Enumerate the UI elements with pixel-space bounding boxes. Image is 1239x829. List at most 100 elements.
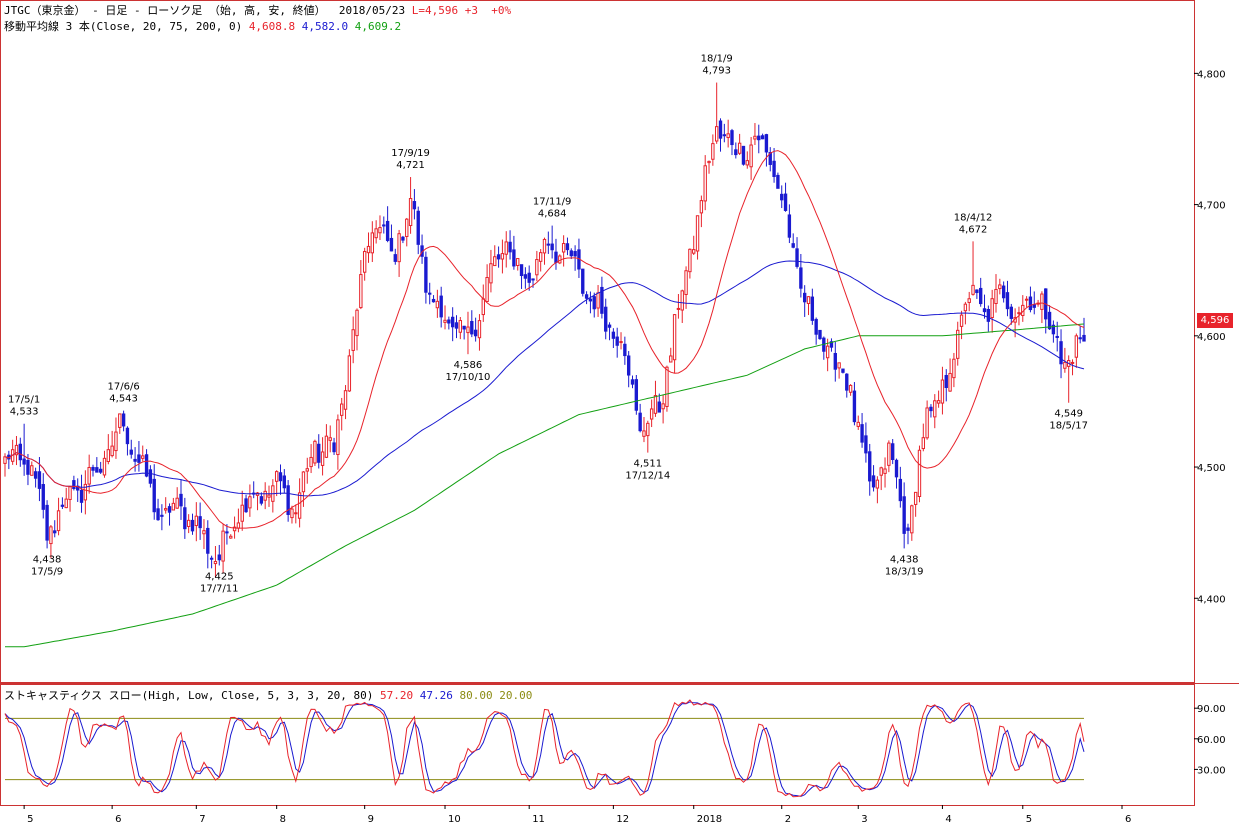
candle-body — [986, 308, 991, 322]
candle-body — [290, 508, 294, 519]
candle-body — [362, 251, 367, 273]
candle-body — [596, 292, 600, 309]
y-tick-label: 4,600 — [1197, 332, 1226, 343]
candle-body — [79, 489, 84, 503]
x-tick-label: 8 — [280, 814, 286, 825]
ma200-line — [5, 323, 1085, 648]
candle-body — [921, 437, 925, 450]
candle-body — [64, 498, 68, 509]
candle-body — [776, 174, 780, 189]
candle-body — [477, 320, 482, 339]
candle-body — [917, 449, 922, 497]
chart-style-label: ローソク足 （始, 高, 安, 終値） — [147, 4, 326, 17]
x-tick-label: 6 — [115, 814, 121, 825]
candle-body — [642, 430, 646, 437]
candle-body — [519, 264, 524, 277]
candle-body — [745, 160, 749, 166]
candle-body — [852, 390, 857, 423]
candle-body — [902, 496, 906, 534]
high-date-label: 17/9/19 — [391, 148, 430, 159]
candle-body — [772, 160, 776, 177]
candle-body — [967, 298, 971, 303]
candle-body — [718, 120, 723, 139]
candle-body — [623, 343, 627, 357]
candle-body — [148, 469, 153, 484]
ma75-value: 4,582.0 — [301, 20, 349, 33]
candle-body — [883, 468, 887, 474]
candle-body — [359, 274, 363, 309]
candle-body — [998, 284, 1002, 290]
candle-body — [657, 401, 661, 413]
candle-body — [818, 329, 822, 340]
candle-body — [152, 478, 156, 513]
candle-body — [26, 459, 30, 475]
candle-body — [313, 440, 317, 464]
high-date-label: 17/11/9 — [533, 197, 572, 208]
candle-body — [780, 193, 784, 201]
candle-body — [561, 243, 566, 253]
candle-body — [49, 526, 53, 545]
candle-body — [757, 135, 761, 141]
candle-body — [301, 471, 306, 493]
candle-body — [248, 496, 252, 509]
change-label: +3 — [464, 4, 478, 17]
candle-body — [206, 527, 210, 554]
candle-body — [198, 516, 202, 529]
high-value-label: 4,721 — [396, 160, 425, 171]
candle-body — [799, 267, 803, 289]
candle-body — [244, 498, 248, 513]
candle-body — [340, 403, 344, 416]
candle-body — [209, 557, 214, 560]
separator: - — [127, 4, 148, 17]
candle-body — [787, 214, 792, 238]
candle-body — [1005, 292, 1010, 310]
candle-body — [18, 443, 22, 461]
ma20-line — [4, 150, 1085, 529]
candle-body — [317, 443, 321, 463]
candle-body — [619, 341, 623, 344]
candle-body — [584, 294, 589, 299]
candle-body — [848, 384, 853, 393]
candle-body — [910, 505, 914, 534]
candle-body — [489, 263, 493, 284]
candle-body — [405, 218, 409, 237]
candle-body — [558, 255, 562, 264]
candle-body — [1028, 296, 1033, 311]
candle-body — [944, 374, 948, 389]
candle-body — [286, 485, 290, 515]
candle-body — [565, 243, 570, 251]
low-date-label: 17/12/14 — [625, 471, 670, 482]
candle-body — [676, 307, 681, 310]
candle-body — [401, 236, 405, 241]
candle-body — [95, 467, 99, 473]
candle-body — [1070, 361, 1075, 364]
stoch-hi-value: 80.00 — [459, 689, 493, 702]
candle-body — [527, 272, 531, 283]
candle-body — [711, 143, 715, 160]
candle-body — [118, 413, 122, 428]
candle-body — [125, 427, 130, 445]
ma-header: 移動平均線 3 本(Close, 20, 75, 200, 0) 4,608.8… — [4, 18, 401, 34]
separator: - — [85, 4, 106, 17]
symbol-label: JTGC（東京金） — [4, 4, 86, 17]
candle-body — [516, 258, 520, 266]
candle-body — [240, 504, 244, 522]
high-date-label: 17/6/6 — [108, 382, 140, 393]
stoch-lo-value: 20.00 — [499, 689, 533, 702]
candle-body — [607, 324, 612, 328]
candle-body — [956, 329, 960, 359]
candle-body — [638, 412, 642, 432]
candle-body — [91, 466, 95, 471]
ma-title: 移動平均線 3 本(Close, 20, 75, 200, 0) — [4, 20, 243, 33]
candle-body — [936, 400, 941, 404]
candle-body — [925, 407, 929, 439]
candle-body — [741, 145, 746, 165]
candle-body — [366, 245, 371, 254]
candle-body — [72, 480, 76, 489]
low-value-label: 4,549 — [1054, 409, 1083, 420]
candle-body — [167, 506, 172, 513]
candle-body — [485, 277, 489, 303]
ma75-line — [4, 260, 1085, 497]
